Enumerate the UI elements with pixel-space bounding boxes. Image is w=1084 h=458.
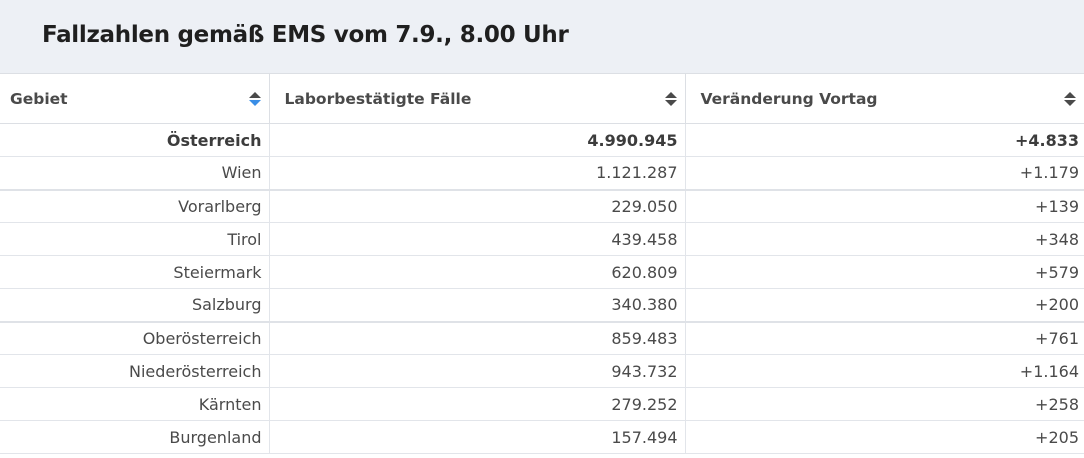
cell-faelle: 279.252	[269, 387, 686, 421]
column-header-label: Gebiet	[10, 89, 68, 108]
table-row: Burgenland 157.494 +205	[0, 420, 1084, 454]
cell-gebiet: Österreich	[0, 123, 270, 157]
cell-gebiet: Tirol	[0, 222, 270, 256]
cell-faelle: 340.380	[269, 288, 686, 323]
table-row: Steiermark 620.809 +579	[0, 255, 1084, 289]
cell-veraenderung: +1.164	[685, 354, 1084, 388]
cell-gebiet: Vorarlberg	[0, 189, 270, 223]
cell-faelle: 229.050	[269, 189, 686, 223]
case-table: Gebiet Laborbestätigte Fälle Veränderung…	[0, 73, 1084, 454]
table-row: Salzburg 340.380 +200	[0, 288, 1084, 323]
cell-gebiet: Wien	[0, 156, 270, 191]
cell-gebiet: Salzburg	[0, 288, 270, 323]
cell-veraenderung: +258	[685, 387, 1084, 421]
cell-gebiet: Steiermark	[0, 255, 270, 289]
cell-faelle: 4.990.945	[269, 123, 686, 157]
cell-veraenderung: +1.179	[685, 156, 1084, 191]
column-header-gebiet[interactable]: Gebiet	[0, 73, 270, 124]
column-header-veraenderung[interactable]: Veränderung Vortag	[685, 73, 1084, 124]
cell-faelle: 439.458	[269, 222, 686, 256]
table-row: Niederösterreich 943.732 +1.164	[0, 354, 1084, 388]
sort-icon[interactable]	[664, 91, 677, 107]
cell-gebiet: Oberösterreich	[0, 321, 270, 355]
column-header-label: Laborbestätigte Fälle	[284, 89, 472, 108]
cell-veraenderung: +579	[685, 255, 1084, 289]
cell-faelle: 859.483	[269, 321, 686, 355]
table-row: Tirol 439.458 +348	[0, 222, 1084, 256]
cell-veraenderung: +205	[685, 420, 1084, 454]
cell-faelle: 1.121.287	[269, 156, 686, 191]
table-row: Österreich 4.990.945 +4.833	[0, 123, 1084, 157]
cell-gebiet: Niederösterreich	[0, 354, 270, 388]
cell-gebiet: Burgenland	[0, 420, 270, 454]
table-row: Wien 1.121.287 +1.179	[0, 156, 1084, 191]
cell-faelle: 157.494	[269, 420, 686, 454]
cell-veraenderung: +200	[685, 288, 1084, 323]
cell-veraenderung: +4.833	[685, 123, 1084, 157]
table-row: Vorarlberg 229.050 +139	[0, 189, 1084, 223]
table-header-row: Gebiet Laborbestätigte Fälle Veränderung…	[0, 73, 1084, 124]
title-bar: Fallzahlen gemäß EMS vom 7.9., 8.00 Uhr	[0, 0, 1084, 73]
table-row: Oberösterreich 859.483 +761	[0, 321, 1084, 355]
table-row: Kärnten 279.252 +258	[0, 387, 1084, 421]
column-header-label: Veränderung Vortag	[700, 89, 878, 108]
cell-faelle: 620.809	[269, 255, 686, 289]
cell-gebiet: Kärnten	[0, 387, 270, 421]
cell-faelle: 943.732	[269, 354, 686, 388]
sort-icon[interactable]	[1064, 91, 1076, 107]
column-header-faelle[interactable]: Laborbestätigte Fälle	[269, 73, 686, 124]
cell-veraenderung: +139	[685, 189, 1084, 223]
cell-veraenderung: +348	[685, 222, 1084, 256]
cell-veraenderung: +761	[685, 321, 1084, 355]
sort-icon[interactable]	[248, 91, 261, 107]
page-title: Fallzahlen gemäß EMS vom 7.9., 8.00 Uhr	[42, 21, 569, 48]
